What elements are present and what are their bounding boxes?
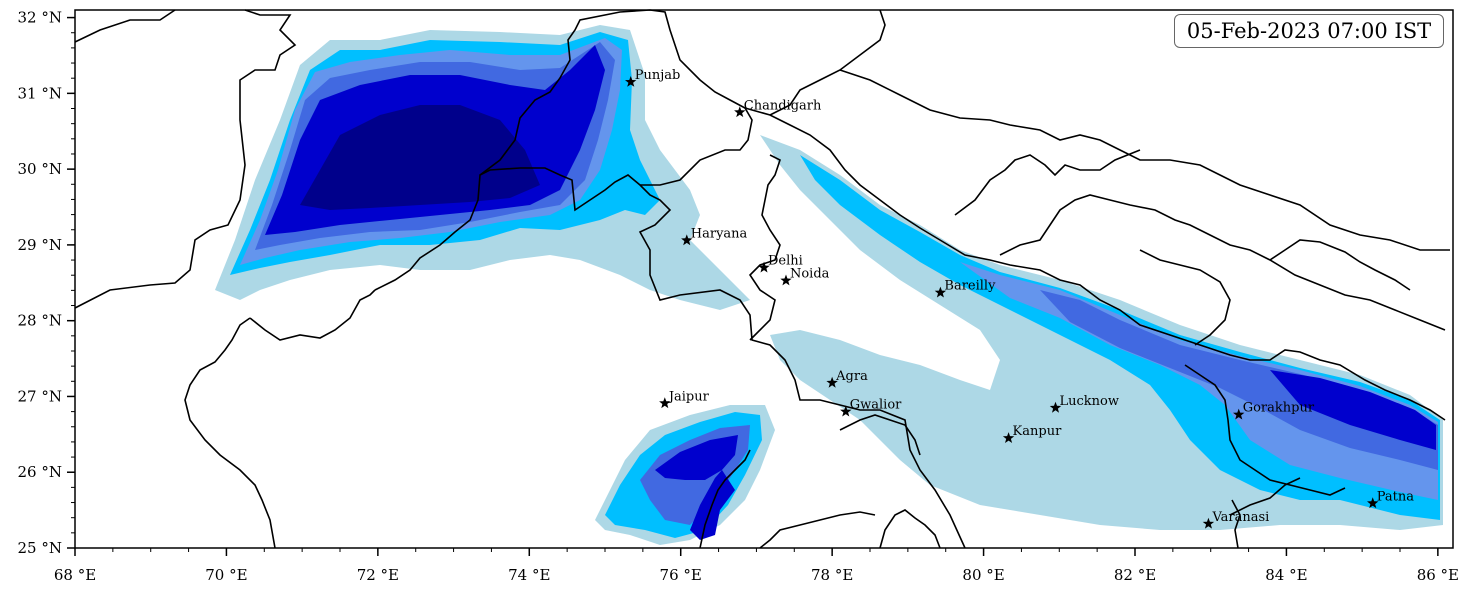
lon-tick-label: 70 °E <box>205 566 247 584</box>
city-marker: Agra <box>826 369 868 388</box>
lat-tick-label: 25 °N <box>18 539 62 557</box>
lon-tick-label: 78 °E <box>811 566 853 584</box>
city-marker: Varanasi <box>1202 510 1269 529</box>
border-line <box>1231 499 1241 549</box>
city-label: Patna <box>1377 489 1415 504</box>
city-marker: Punjab <box>625 68 680 87</box>
border-line <box>479 9 753 186</box>
star-icon <box>1002 432 1015 443</box>
border-line <box>1269 239 1411 291</box>
city-marker: Gwalior <box>840 398 902 417</box>
city-label: Gwalior <box>850 398 902 413</box>
border-line <box>249 289 376 341</box>
city-label: Varanasi <box>1211 510 1269 525</box>
star-icon <box>734 106 746 118</box>
city-label: Lucknow <box>1060 394 1120 409</box>
lon-tick-label: 84 °E <box>1265 566 1307 584</box>
border-line <box>184 317 276 549</box>
star-icon <box>1049 401 1062 413</box>
city-marker: Lucknow <box>1049 394 1120 413</box>
city-label: Haryana <box>691 226 748 241</box>
city-label: Chandigarh <box>744 98 822 113</box>
city-label: Noida <box>790 267 830 282</box>
lon-tick-label: 74 °E <box>508 566 550 584</box>
lat-tick-label: 30 °N <box>18 160 62 178</box>
city-marker: Jaipur <box>659 389 710 409</box>
political-borders <box>74 9 1450 549</box>
border-line <box>1229 477 1301 516</box>
border-line <box>374 167 966 549</box>
axis-ticks <box>67 16 1439 556</box>
border-line <box>1139 249 1231 346</box>
city-label: Gorakhpur <box>1243 401 1315 416</box>
city-marker: Kanpur <box>1002 424 1063 443</box>
border-line <box>74 9 297 309</box>
border-line <box>999 194 1446 331</box>
star-icon <box>1202 517 1215 529</box>
field-level5-rajasthan <box>655 435 738 540</box>
city-marker: Patna <box>1367 489 1415 509</box>
border-line <box>74 9 176 43</box>
lon-tick-label: 68 °E <box>54 566 96 584</box>
star-icon <box>840 405 852 417</box>
star-icon <box>934 286 947 298</box>
city-label: Jaipur <box>667 389 710 404</box>
border-line <box>839 414 921 456</box>
city-marker: Noida <box>780 267 830 286</box>
lat-tick-label: 29 °N <box>18 236 62 254</box>
star-icon <box>659 397 671 409</box>
city-label: Punjab <box>635 68 681 83</box>
city-label: Agra <box>835 369 868 384</box>
border-line <box>839 69 1450 251</box>
lon-tick-label: 76 °E <box>660 566 702 584</box>
border-line <box>1184 364 1346 496</box>
border-line <box>748 154 781 341</box>
lat-tick-label: 32 °N <box>18 9 62 27</box>
lon-tick-label: 80 °E <box>962 566 1004 584</box>
border-line <box>699 449 751 549</box>
lat-tick-label: 26 °N <box>18 463 62 481</box>
city-label: Delhi <box>768 254 803 269</box>
timestamp-label: 05-Feb-2023 07:00 IST <box>1174 14 1444 48</box>
city-marker: Haryana <box>681 226 748 246</box>
city-label: Bareilly <box>944 279 996 294</box>
field-level5-gangetic <box>1270 370 1436 450</box>
border-line <box>759 511 876 549</box>
axis-labels: 68 °E 70 °E 72 °E 74 °E 76 °E 78 °E 80 °E 82 °E… <box>18 9 1459 584</box>
star-icon <box>826 376 838 388</box>
border-line <box>954 149 1141 216</box>
lon-tick-label: 72 °E <box>357 566 399 584</box>
lat-tick-label: 27 °N <box>18 387 62 405</box>
city-marker: Gorakhpur <box>1233 401 1315 420</box>
lat-tick-label: 28 °N <box>18 312 62 330</box>
plot-frame <box>74 9 1454 549</box>
city-label: Kanpur <box>1013 424 1063 439</box>
lat-tick-label: 31 °N <box>18 84 62 102</box>
field-level4-gangetic <box>1040 290 1438 470</box>
star-icon <box>758 261 770 273</box>
border-line <box>744 107 1446 421</box>
city-marker: Bareilly <box>934 279 996 298</box>
star-icon <box>1367 497 1379 509</box>
city-marker: Delhi <box>758 254 803 273</box>
lon-tick-label: 86 °E <box>1417 566 1459 584</box>
city-marker: Chandigarh <box>734 98 822 118</box>
star-icon <box>625 76 637 87</box>
star-icon <box>780 274 792 286</box>
lon-tick-label: 82 °E <box>1114 566 1156 584</box>
border-line <box>879 509 941 549</box>
star-icon <box>1233 408 1245 420</box>
star-icon <box>681 234 693 246</box>
